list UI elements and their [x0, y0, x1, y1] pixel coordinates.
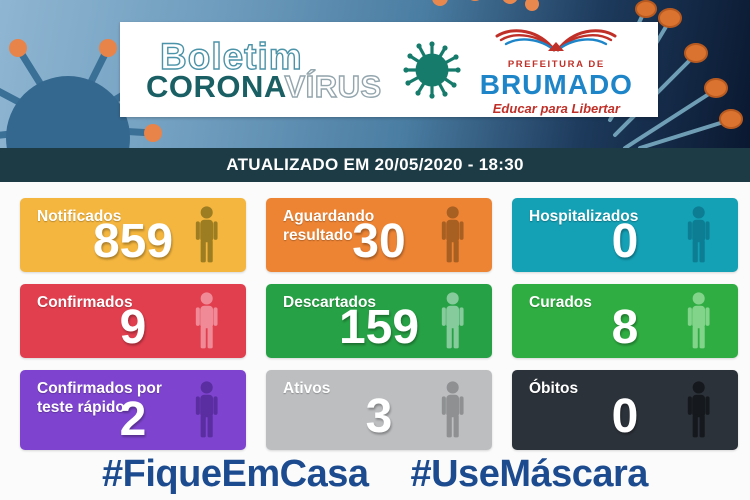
stat-value: 30 — [352, 214, 406, 268]
stat-card-ativos: Ativos 3 — [266, 370, 492, 450]
stat-label: Confirmados — [37, 294, 133, 311]
person-icon — [439, 381, 466, 439]
city-slogan: Educar para Libertar — [492, 101, 620, 117]
hashtag-fique-em-casa: #FiqueEmCasa — [102, 453, 369, 495]
stat-value: 8 — [611, 300, 639, 354]
stat-value: 2 — [119, 392, 147, 446]
hashtags: #FiqueEmCasa #UseMáscara — [0, 453, 750, 496]
stat-label: Aguardando resultado — [283, 208, 375, 245]
stat-card-obitos: Óbitos 0 — [512, 370, 738, 450]
coronavirus-bulletin-logo: Boletim CORONAVÍRUS — [146, 35, 382, 104]
stat-label: Ativos — [283, 380, 331, 397]
hashtag-use-mascara: #UseMáscara — [410, 453, 648, 495]
stat-value: 159 — [338, 300, 420, 354]
header-banner: Boletim CORONAVÍRUS — [0, 0, 750, 148]
stat-card-notificados: Notificados 859 — [20, 198, 246, 272]
stat-card-descartados: Descartados 159 — [266, 284, 492, 358]
stat-value: 859 — [92, 214, 174, 268]
bulletin-title-line2: CORONAVÍRUS — [146, 68, 382, 104]
virus-icon — [403, 40, 461, 99]
stats-grid: Notificados 859 Aguardando resultado 30 … — [20, 198, 738, 450]
person-icon — [193, 206, 220, 264]
stat-value: 0 — [611, 214, 639, 268]
bulletin-title-corona: CORONA — [146, 68, 285, 104]
open-book-icon — [495, 28, 617, 52]
stat-card-curados: Curados 8 — [512, 284, 738, 358]
stat-value: 3 — [365, 389, 393, 443]
prefeitura-logo: PREFEITURA DE BRUMADO Educar para Libert… — [479, 24, 633, 117]
stat-card-aguardando-resultado: Aguardando resultado 30 — [266, 198, 492, 272]
stat-card-hospitalizados: Hospitalizados 0 — [512, 198, 738, 272]
person-icon — [439, 292, 466, 350]
person-icon — [439, 206, 466, 264]
stat-value: 9 — [119, 300, 147, 354]
stat-card-confirmados-teste-rapido: Confirmados por teste rápido 2 — [20, 370, 246, 450]
person-icon — [685, 206, 712, 264]
person-icon — [193, 292, 220, 350]
bulletin-title-virus: VÍRUS — [284, 68, 382, 104]
stat-label: Óbitos — [529, 380, 579, 397]
stat-label: Curados — [529, 294, 592, 311]
person-icon — [193, 381, 220, 439]
logo-strip: Boletim CORONAVÍRUS — [120, 22, 658, 117]
virus-photo-top-icon — [432, 0, 539, 11]
update-bar: ATUALIZADO EM 20/05/2020 - 18:30 — [0, 148, 750, 182]
stat-label: Hospitalizados — [529, 208, 639, 225]
stat-card-confirmados: Confirmados 9 — [20, 284, 246, 358]
update-text: ATUALIZADO EM 20/05/2020 - 18:30 — [226, 155, 524, 174]
stat-value: 0 — [611, 389, 639, 443]
stat-label: Confirmados por teste rápido — [37, 380, 162, 417]
stat-label: Descartados — [283, 294, 377, 311]
city-name: BRUMADO — [479, 69, 633, 101]
bulletin-title-line1: Boletim — [159, 35, 303, 77]
person-icon — [685, 292, 712, 350]
person-icon — [685, 381, 712, 439]
stat-label: Notificados — [37, 208, 122, 225]
prefeitura-label: PREFEITURA DE — [507, 58, 605, 70]
